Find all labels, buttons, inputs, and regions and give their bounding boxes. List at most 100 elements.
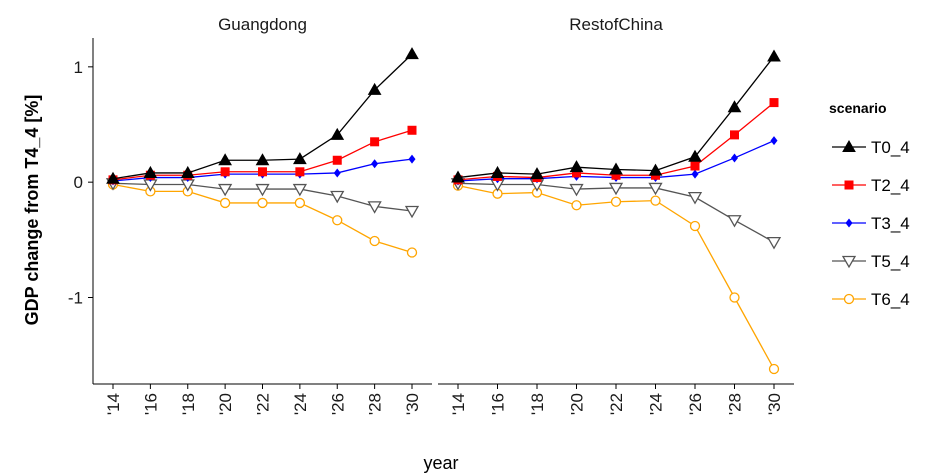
data-point: [689, 220, 701, 232]
data-point: [294, 197, 306, 209]
data-point: [218, 153, 232, 166]
data-point: [367, 82, 382, 95]
legend-item-t5-4: T5_4: [832, 252, 910, 271]
data-point: [731, 153, 738, 163]
x-tick-label: '28: [726, 393, 745, 415]
x-tick-label: '30: [765, 393, 784, 415]
data-point: [255, 183, 270, 197]
data-point: [690, 161, 700, 171]
legend-title: scenario: [829, 100, 887, 116]
data-point: [404, 205, 420, 219]
x-tick-label: '26: [686, 393, 705, 415]
data-point: [490, 165, 505, 178]
data-point: [406, 247, 418, 258]
data-point: [648, 163, 663, 176]
data-point: [691, 169, 699, 179]
series-line: [457, 184, 775, 370]
x-tick-label: '14: [449, 393, 468, 415]
data-point: [569, 160, 584, 173]
facet-panels: Guangdong '14 '16 '18 '20 '22 '24 '26 '28 '30 -1 0 1…: [68, 15, 794, 415]
legend-marker: [844, 180, 854, 190]
data-point: [330, 127, 345, 140]
data-point: [293, 152, 307, 165]
legend-label: T3_4: [871, 214, 910, 233]
data-point: [768, 363, 780, 375]
legend-item-t6-4: T6_4: [832, 290, 910, 309]
data-point: [369, 235, 380, 247]
data-point: [257, 197, 268, 209]
x-tick-label: '24: [647, 393, 666, 415]
series-t6-4: [107, 179, 418, 258]
legend-item-t0-4: T0_4: [832, 138, 910, 157]
x-tick-label: '18: [528, 393, 547, 415]
data-point: [255, 153, 270, 166]
data-point: [530, 167, 544, 180]
y-tick-label: 1: [74, 58, 83, 77]
legend-marker: [843, 293, 855, 305]
legend: scenario T0_4 T2_4 T3_4 T5_4 T6_4: [829, 100, 910, 309]
data-point: [180, 165, 195, 178]
data-point: [611, 170, 621, 180]
data-point: [408, 154, 416, 164]
series-t0-4: [451, 49, 781, 183]
series-line: [457, 56, 775, 179]
data-point: [220, 167, 230, 177]
facet-panel-guangdong: Guangdong '14 '16 '18 '20 '22 '24 '26 '28 '30 -1 0 1: [68, 15, 432, 415]
data-point: [571, 200, 582, 211]
data-point: [370, 137, 380, 147]
x-tick-label: '26: [328, 393, 347, 415]
data-point: [367, 201, 382, 214]
data-point: [106, 171, 120, 184]
x-tick-label: '16: [489, 393, 508, 415]
data-point: [727, 215, 742, 228]
x-tick-label: '16: [141, 393, 160, 415]
data-point: [405, 47, 419, 60]
data-point: [332, 155, 342, 165]
legend-marker: [841, 255, 857, 269]
data-point: [648, 182, 663, 196]
data-point: [769, 98, 779, 108]
data-point: [767, 49, 781, 62]
data-point: [687, 192, 703, 205]
x-tick-label: '22: [254, 393, 273, 415]
series-t5-4: [450, 178, 782, 250]
legend-label: T5_4: [871, 252, 910, 271]
x-tick-label: '24: [291, 393, 310, 415]
y-tick-label: -1: [68, 289, 83, 308]
legend-label: T2_4: [871, 176, 910, 195]
data-point: [218, 183, 233, 197]
data-point: [730, 130, 739, 140]
series-t6-4: [452, 180, 780, 375]
x-tick-label: '20: [568, 393, 587, 415]
data-point: [572, 168, 581, 178]
data-point: [727, 100, 742, 113]
legend-marker: [845, 218, 853, 228]
x-tick-label: '20: [216, 393, 235, 415]
data-point: [333, 168, 341, 178]
data-point: [610, 196, 622, 207]
x-tick-label: '22: [607, 393, 626, 415]
x-tick-label: '30: [403, 393, 422, 415]
legend-label: T0_4: [871, 138, 910, 157]
data-point: [766, 236, 782, 250]
facet-title: Guangdong: [218, 15, 307, 34]
data-point: [688, 149, 702, 162]
data-point: [407, 125, 417, 135]
legend-marker: [842, 139, 856, 152]
legend-item-t2-4: T2_4: [832, 176, 910, 195]
data-point: [729, 292, 740, 303]
data-point: [451, 170, 465, 183]
facet-title: RestofChina: [569, 15, 663, 34]
data-point: [330, 190, 345, 204]
data-point: [569, 183, 584, 197]
x-tick-label: '14: [104, 393, 123, 415]
x-axis-title: year: [423, 453, 458, 473]
data-point: [609, 162, 623, 175]
y-tick-label: 0: [74, 173, 83, 192]
data-point: [258, 167, 267, 177]
x-tick-label: '18: [179, 393, 198, 415]
data-point: [219, 197, 231, 209]
y-axis-title: GDP change from T4_4 [%]: [22, 95, 42, 326]
series-t0-4: [106, 47, 419, 184]
